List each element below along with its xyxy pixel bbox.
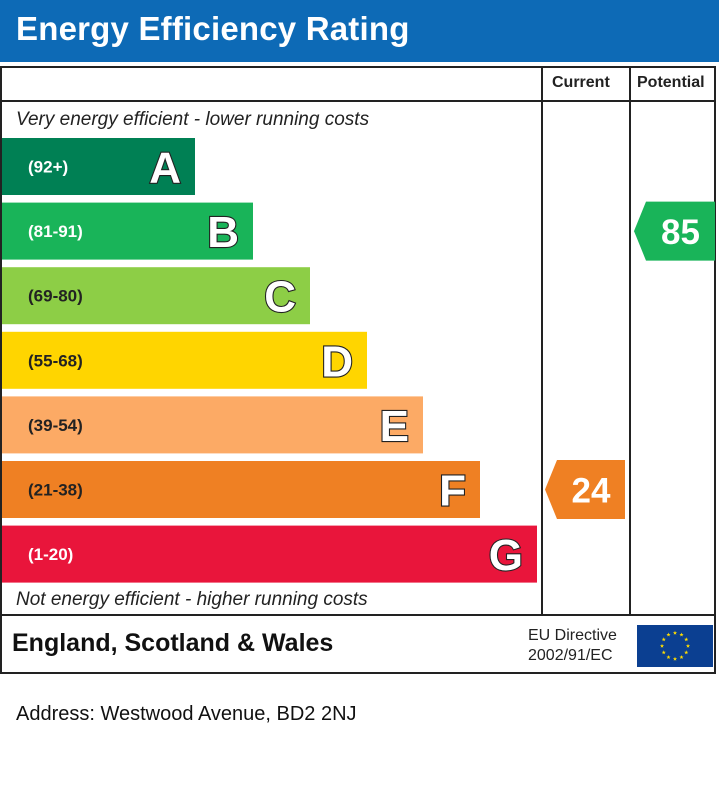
caption-efficient: Very energy efficient - lower running co… <box>16 109 370 130</box>
band-range-d: (55-68) <box>28 351 83 370</box>
header-row-divider <box>0 100 716 102</box>
chart-frame <box>0 66 716 616</box>
band-range-b: (81-91) <box>28 222 83 241</box>
band-a: (92+) A <box>2 138 195 195</box>
eu-directive-line2: 2002/91/EC <box>528 647 613 664</box>
potential-rating-arrow <box>634 201 715 261</box>
band-letter-g: G <box>489 531 523 580</box>
band-letter-d: D <box>321 337 353 386</box>
footer-frame <box>0 616 716 674</box>
potential-column-header: Potential <box>637 74 705 91</box>
band-c: (69-80) C <box>2 267 310 325</box>
band-b: (81-91) B <box>2 202 253 260</box>
eu-directive-line1: EU Directive <box>528 627 617 644</box>
eu-star-icon <box>666 632 671 637</box>
eu-star-icon <box>672 656 678 661</box>
eu-star-icon <box>666 655 671 660</box>
eu-directive: EU Directive 2002/91/EC <box>528 626 617 666</box>
current-rating-arrow <box>545 460 625 519</box>
page-title: Energy Efficiency Rating <box>16 10 410 47</box>
band-bar-g <box>2 525 537 583</box>
potential-rating-value: 85 <box>661 213 700 252</box>
footer-country: England, Scotland & Wales <box>12 629 334 657</box>
eu-star-icon <box>679 655 684 660</box>
current-column-divider <box>541 66 543 616</box>
band-d: (55-68) D <box>2 331 367 389</box>
band-bar-e <box>2 396 423 454</box>
band-letter-a: A <box>149 144 181 193</box>
band-range-e: (39-54) <box>28 416 83 435</box>
band-bar-f <box>2 461 480 518</box>
eu-star-icon <box>685 643 691 648</box>
current-column-header: Current <box>552 74 610 91</box>
eu-star-icon <box>684 637 689 642</box>
current-rating-value: 24 <box>572 472 611 511</box>
header-bar: Energy Efficiency Rating <box>0 0 719 62</box>
band-range-a: (92+) <box>28 158 68 177</box>
band-bar-b <box>2 202 253 260</box>
band-f: (21-38) F <box>2 461 480 518</box>
eu-star-icon <box>661 637 666 642</box>
current-rating: 24 <box>545 460 625 519</box>
band-bar-c <box>2 267 310 325</box>
address: Address: Westwood Avenue, BD2 2NJ <box>16 703 357 725</box>
potential-column-divider <box>629 66 631 616</box>
eu-star-icon <box>679 632 684 637</box>
eu-star-icon <box>672 630 678 635</box>
band-range-g: (1-20) <box>28 545 73 564</box>
band-letter-b: B <box>207 208 239 257</box>
potential-rating: 85 <box>634 201 715 261</box>
caption-inefficient: Not energy efficient - higher running co… <box>16 589 368 610</box>
band-range-c: (69-80) <box>28 287 83 306</box>
eu-star-icon <box>659 643 665 648</box>
band-e: (39-54) E <box>2 396 423 454</box>
band-letter-c: C <box>264 273 296 322</box>
eu-star-icon <box>661 650 666 655</box>
band-range-f: (21-38) <box>28 481 83 500</box>
band-letter-e: E <box>380 402 409 451</box>
band-g: (1-20) G <box>2 525 537 583</box>
band-letter-f: F <box>439 467 466 516</box>
band-bar-a <box>2 138 195 195</box>
eu-flag-icon <box>637 625 713 667</box>
band-bar-d <box>2 331 367 389</box>
eu-star-icon <box>684 650 689 655</box>
